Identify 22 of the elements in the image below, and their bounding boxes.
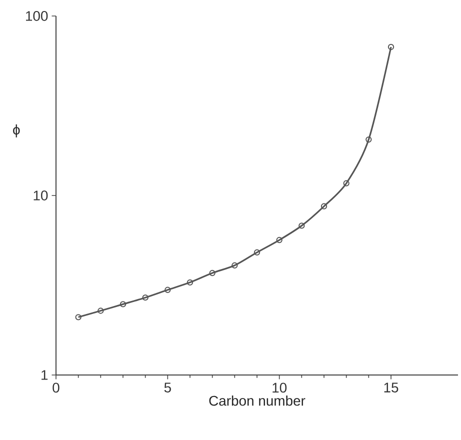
y-tick-label: 10 xyxy=(34,190,48,200)
point xyxy=(209,270,216,276)
x-tick-label: 5 xyxy=(164,382,171,392)
point xyxy=(343,180,350,186)
point xyxy=(254,249,260,256)
y-tick-label: 1 xyxy=(42,370,48,380)
point xyxy=(298,222,305,229)
point xyxy=(366,136,372,143)
point xyxy=(142,294,148,301)
point xyxy=(120,301,126,308)
point xyxy=(186,279,194,286)
x-tick-label: 0 xyxy=(52,382,60,393)
point xyxy=(320,203,328,210)
point xyxy=(98,308,104,314)
x-tick-label: 10 xyxy=(272,382,287,393)
point xyxy=(164,286,171,293)
x-axis-title: Carbon number xyxy=(209,395,306,406)
point xyxy=(276,236,282,244)
y-axis-title: ϕ xyxy=(13,124,20,138)
point xyxy=(232,262,238,268)
x-tick-label: 15 xyxy=(384,382,398,392)
y-tick-label: 100 xyxy=(26,11,48,21)
